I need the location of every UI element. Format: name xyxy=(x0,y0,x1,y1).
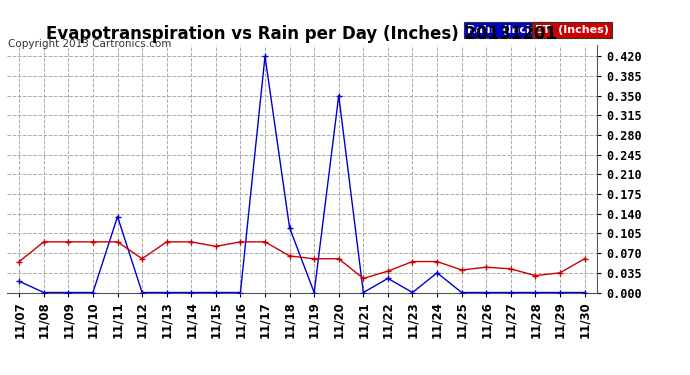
Text: Copyright 2013 Cartronics.com: Copyright 2013 Cartronics.com xyxy=(8,39,172,50)
Text: ET  (Inches): ET (Inches) xyxy=(535,25,609,35)
Text: Rain  (Inches): Rain (Inches) xyxy=(467,25,553,35)
Title: Evapotranspiration vs Rain per Day (Inches) 20131201: Evapotranspiration vs Rain per Day (Inch… xyxy=(46,26,558,44)
